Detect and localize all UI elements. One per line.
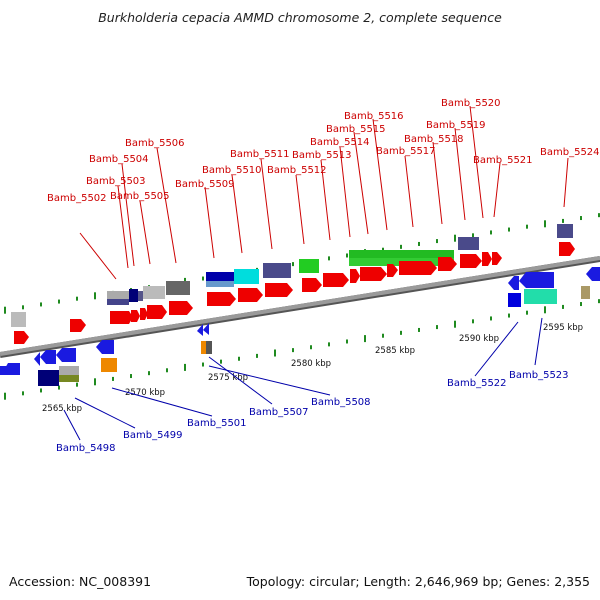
topology-text: Topology: circular; Length: 2,646,969 bp… — [246, 574, 590, 589]
gene-label[interactable]: Bamb_5504 — [89, 154, 149, 165]
gene-arrow[interactable] — [265, 283, 293, 297]
gene-label[interactable]: Bamb_5511 — [230, 149, 290, 160]
gene-arrow[interactable] — [203, 323, 209, 335]
gene-feature[interactable] — [166, 281, 190, 295]
gene-feature[interactable] — [107, 291, 129, 299]
gene-arrow[interactable] — [492, 252, 502, 265]
gene-feature[interactable] — [206, 281, 234, 287]
gene-arrow[interactable] — [4, 363, 20, 375]
accession-text: Accession: NC_008391 — [9, 574, 152, 589]
gene-arrow[interactable] — [360, 267, 387, 281]
gene-arrow[interactable] — [40, 350, 56, 364]
gene-feature[interactable] — [234, 269, 259, 284]
gene-arrow[interactable] — [438, 257, 457, 271]
gene-label[interactable]: Bamb_5512 — [267, 165, 327, 176]
scale-label: 2565 kbp — [42, 404, 82, 414]
gene-label[interactable]: Bamb_5510 — [202, 165, 262, 176]
scale-label: 2595 kbp — [543, 323, 583, 333]
forward-arrows — [11, 242, 575, 344]
gene-arrow[interactable] — [399, 261, 437, 275]
gene-arrow[interactable] — [34, 352, 40, 366]
gene-feature[interactable] — [129, 289, 138, 302]
gene-label[interactable]: Bamb_5516 — [344, 111, 404, 122]
gene-label[interactable]: Bamb_5506 — [125, 138, 185, 149]
gene-arrow[interactable] — [70, 319, 86, 332]
map-title: Burkholderia cepacia AMMD chromosome 2, … — [98, 10, 502, 25]
gene-arrow[interactable] — [508, 276, 519, 290]
gene-arrow[interactable] — [387, 264, 398, 277]
gene-arrow[interactable] — [110, 311, 133, 324]
gene-feature[interactable] — [11, 312, 26, 327]
bottom-gene-labels: Bamb_5498 Bamb_5499 Bamb_5501 Bamb_5507 … — [56, 317, 569, 454]
top-gene-labels: Bamb_5502 Bamb_5503 Bamb_5504 Bamb_5505 … — [47, 98, 600, 280]
gene-label[interactable]: Bamb_5522 — [447, 378, 507, 389]
gene-label[interactable]: Bamb_5513 — [292, 150, 352, 161]
gene-label[interactable]: Bamb_5518 — [404, 134, 464, 145]
gene-feature[interactable] — [59, 366, 79, 375]
scale-label: 2585 kbp — [375, 346, 415, 356]
gene-arrow[interactable] — [56, 348, 76, 362]
gene-arrow[interactable] — [350, 269, 360, 283]
gene-arrow[interactable] — [323, 273, 349, 287]
gene-label[interactable]: Bamb_5498 — [56, 443, 116, 454]
gene-feature[interactable] — [59, 375, 79, 382]
gene-label[interactable]: Bamb_5505 — [110, 191, 170, 202]
chromosome-backbone — [0, 256, 600, 358]
gene-feature[interactable] — [138, 291, 143, 301]
gene-feature[interactable] — [107, 299, 129, 305]
gene-feature[interactable] — [508, 293, 521, 307]
scale-label: 2590 kbp — [459, 334, 499, 344]
gene-label[interactable]: Bamb_5508 — [311, 397, 371, 408]
gene-label[interactable]: Bamb_5523 — [509, 370, 569, 381]
gene-label[interactable]: Bamb_5507 — [249, 407, 309, 418]
gene-feature[interactable] — [143, 286, 165, 299]
gene-feature[interactable] — [201, 341, 212, 354]
gene-label[interactable]: Bamb_5521 — [473, 155, 533, 166]
gene-arrow[interactable] — [482, 252, 492, 266]
gene-label[interactable]: Bamb_5519 — [426, 120, 486, 131]
scale-labels: 2565 kbp 2570 kbp 2575 kbp 2580 kbp 2585… — [42, 323, 583, 414]
gene-arrow[interactable] — [96, 340, 114, 354]
gene-arrow[interactable] — [302, 278, 322, 292]
gene-feature[interactable] — [458, 237, 479, 250]
scale-label: 2570 kbp — [125, 388, 165, 398]
gene-label[interactable]: Bamb_5499 — [123, 430, 183, 441]
gene-label[interactable]: Bamb_5503 — [86, 176, 146, 187]
gene-arrow[interactable] — [140, 308, 148, 320]
scale-label: 2580 kbp — [291, 359, 331, 369]
gene-feature[interactable] — [299, 259, 319, 273]
gene-label[interactable]: Bamb_5524 — [540, 147, 600, 158]
gene-arrow[interactable] — [519, 272, 554, 288]
gene-label[interactable]: Bamb_5515 — [326, 124, 386, 135]
gene-label[interactable]: Bamb_5509 — [175, 179, 235, 190]
gene-label[interactable]: Bamb_5514 — [310, 137, 370, 148]
gene-label[interactable]: Bamb_5517 — [376, 146, 436, 157]
gene-feature[interactable] — [263, 263, 291, 278]
gene-feature[interactable] — [201, 341, 206, 354]
gene-feature[interactable] — [524, 289, 557, 304]
gene-label[interactable]: Bamb_5501 — [187, 418, 247, 429]
gene-feature[interactable] — [581, 286, 590, 299]
gene-label[interactable]: Bamb_5520 — [441, 98, 501, 109]
gene-arrow[interactable] — [197, 324, 203, 336]
gene-feature[interactable] — [206, 272, 234, 281]
gene-feature[interactable] — [101, 358, 117, 372]
reverse-strand-features — [0, 267, 600, 386]
scale-label: 2575 kbp — [208, 373, 248, 383]
gene-arrow[interactable] — [586, 267, 600, 281]
gene-arrow[interactable] — [131, 310, 140, 322]
gene-feature[interactable] — [349, 250, 454, 258]
gene-arrow[interactable] — [169, 301, 193, 315]
gene-arrow[interactable] — [14, 331, 29, 344]
gene-arrow[interactable] — [460, 254, 482, 268]
gene-feature[interactable] — [557, 224, 573, 238]
gene-feature[interactable] — [38, 370, 59, 386]
forward-strand-features — [107, 224, 573, 305]
gene-arrow[interactable] — [559, 242, 575, 256]
gene-arrow[interactable] — [238, 288, 263, 302]
gene-label[interactable]: Bamb_5502 — [47, 193, 107, 204]
gene-arrow[interactable] — [207, 292, 236, 306]
gene-arrow[interactable] — [147, 305, 167, 319]
